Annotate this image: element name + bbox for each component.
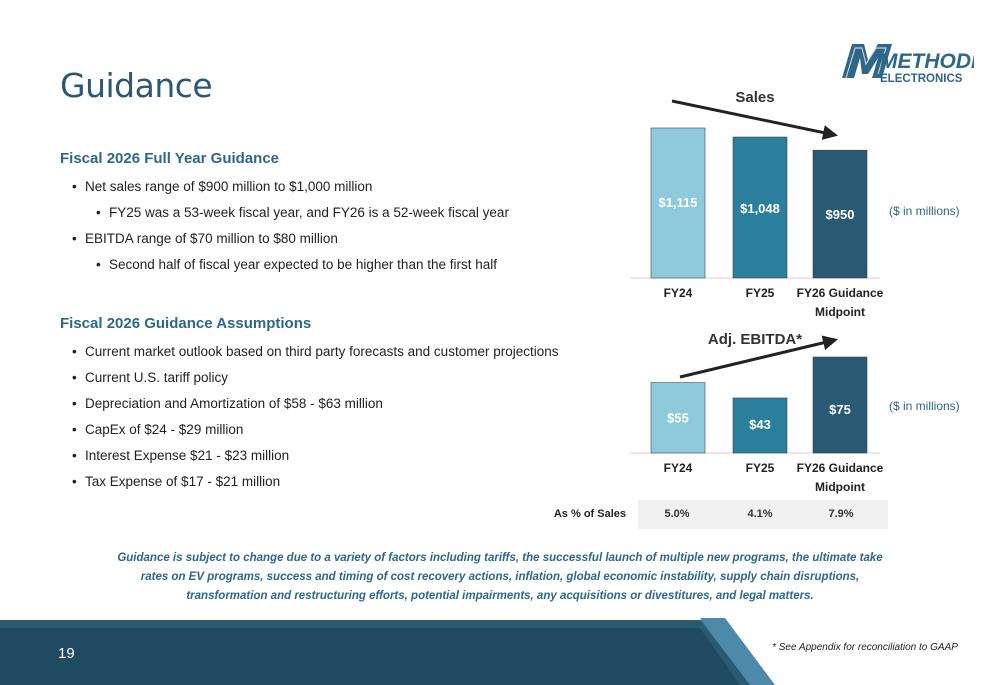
ebitda-category-label-1: FY25	[746, 461, 775, 475]
ebitda-chart-title: Adj. EBITDA*	[707, 331, 803, 348]
assumption-bullet-5: Tax Expense of $17 - $21 million	[60, 469, 558, 495]
guidance-list: Net sales range of $900 million to $1,00…	[60, 174, 509, 278]
sales-category-label-1: FY25	[746, 286, 775, 300]
sales-value-label-0: $1,115	[658, 195, 697, 210]
assumptions-title: Fiscal 2026 Guidance Assumptions	[60, 315, 312, 332]
sales-category-label-2-line2: Midpoint	[815, 305, 865, 319]
assumption-bullet-4: Interest Expense $21 - $23 million	[60, 443, 558, 469]
sales-bar-0	[650, 127, 706, 279]
guidance-bullet-0: Net sales range of $900 million to $1,00…	[60, 174, 509, 200]
ebitda-trend-arrow	[679, 335, 838, 379]
ebitda-bar-1	[732, 397, 788, 454]
appendix-footnote: * See Appendix for reconciliation to GAA…	[772, 642, 958, 653]
assumptions-section: Fiscal 2026 Guidance Assumptions Current…	[60, 315, 558, 495]
page-number: 19	[58, 645, 75, 662]
ebitda-value-label-1: $43	[749, 417, 771, 432]
sales-chart-title: Sales	[735, 89, 775, 106]
assumption-bullet-3: CapEx of $24 - $29 million	[60, 417, 558, 443]
pct-of-sales-row	[638, 500, 888, 529]
logo-subtitle: ELECTRONICS	[880, 73, 963, 85]
assumption-bullet-2: Depreciation and Amortization of $58 - $…	[60, 391, 558, 417]
page-title: Guidance	[60, 66, 213, 105]
sales-bar-1	[732, 136, 788, 279]
footer-band	[0, 612, 1000, 685]
footer-dark-stripe	[0, 628, 740, 685]
guidance-bullet-3: Second half of fiscal year expected to b…	[60, 252, 509, 278]
guidance-title: Fiscal 2026 Full Year Guidance	[60, 150, 280, 167]
sales-value-label-2: $950	[826, 207, 855, 222]
ebitda-category-label-2: FY26 Guidance	[797, 461, 884, 475]
ebitda-chart: $55 FY24 $43 FY25 $75 FY26 Guidance Midpoint	[630, 335, 884, 494]
sales-chart: $1,115 FY24 $1,048 FY25 $950 FY26 Guidance Mid…	[630, 99, 884, 319]
ebitda-bar-2	[812, 356, 868, 454]
ebitda-value-label-2: $75	[829, 402, 851, 417]
sales-category-label-0: FY24	[664, 286, 693, 300]
footer-white-panel	[720, 612, 1000, 685]
assumption-bullet-1: Current U.S. tariff policy	[60, 365, 558, 391]
assumption-bullet-0: Current market outlook based on third pa…	[60, 339, 558, 365]
pct-of-sales-fy25: 4.1%	[747, 508, 773, 520]
footer-blue-edge	[700, 618, 775, 685]
ebitda-value-label-0: $55	[667, 411, 689, 426]
ebitda-bar-0	[650, 382, 706, 454]
logo-m-mark-icon	[842, 44, 892, 79]
pct-of-sales-label: As % of Sales	[553, 508, 626, 520]
sales-trend-arrow	[671, 99, 838, 140]
ebitda-category-label-2-line2: Midpoint	[815, 480, 865, 494]
ebitda-category-label-0: FY24	[664, 461, 693, 475]
assumptions-list: Current market outlook based on third pa…	[60, 339, 558, 495]
guidance-bullet-1: FY25 was a 53-week fiscal year, and FY26…	[60, 200, 509, 226]
guidance-disclaimer: Guidance is subject to change due to a v…	[117, 552, 883, 602]
sales-units-note: ($ in millions)	[889, 204, 960, 218]
sales-bar-2	[812, 149, 868, 279]
pct-of-sales-fy24: 5.0%	[664, 508, 690, 520]
sales-value-label-1: $1,048	[740, 201, 780, 216]
sales-category-label-2: FY26 Guidance	[797, 286, 884, 300]
ebitda-units-note: ($ in millions)	[889, 399, 960, 413]
guidance-section: Fiscal 2026 Full Year Guidance Net sales…	[60, 150, 509, 278]
pct-of-sales-fy26: 7.9%	[828, 508, 854, 520]
guidance-bullet-2: EBITDA range of $70 million to $80 milli…	[60, 226, 509, 252]
